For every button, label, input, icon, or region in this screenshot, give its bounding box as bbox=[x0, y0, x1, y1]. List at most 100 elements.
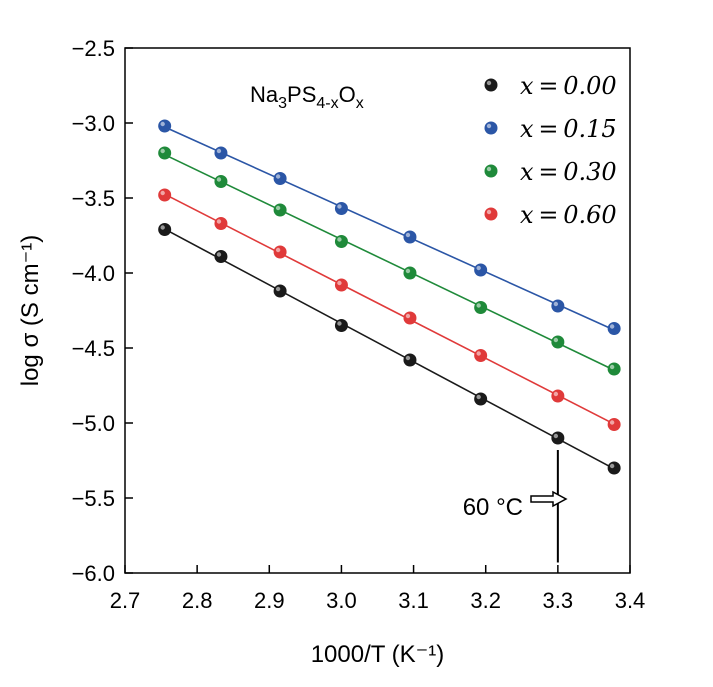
data-point-highlight bbox=[553, 433, 559, 439]
data-point-series-0 bbox=[551, 431, 565, 445]
data-point-highlight bbox=[476, 303, 481, 308]
legend-marker-highlight bbox=[486, 166, 492, 172]
legend-label: x = 0.30 bbox=[520, 158, 617, 186]
data-point-series-0 bbox=[334, 319, 348, 332]
data-point-highlight bbox=[337, 237, 342, 242]
data-point-series-2 bbox=[273, 203, 287, 217]
data-point-highlight bbox=[553, 337, 559, 343]
data-point-series-2 bbox=[551, 335, 565, 349]
y-tick-label: −3.5 bbox=[72, 186, 115, 211]
fit-line-series-3 bbox=[164, 193, 615, 425]
data-point-series-1 bbox=[158, 119, 172, 133]
axes-layer: 2.7 2.8 2.9 3.0 3.1 3.2 3.3 3.4 −2.5 −3.0 −3.5 −4.0… bbox=[72, 36, 646, 613]
data-point-highlight bbox=[405, 268, 411, 274]
y-tick-label: −5.0 bbox=[72, 411, 115, 436]
data-point-highlight bbox=[609, 420, 615, 425]
data-point-series-3 bbox=[214, 217, 228, 230]
y-axis-title: log σ (S cm⁻¹) bbox=[17, 235, 44, 387]
data-point-series-0 bbox=[474, 392, 488, 406]
y-tick-label: −5.5 bbox=[72, 486, 115, 511]
temperature-marker-label: 60 °C bbox=[463, 494, 523, 521]
data-point-series-3 bbox=[273, 245, 287, 259]
formula-subscript: 4-x bbox=[316, 95, 338, 112]
data-point-series-1 bbox=[334, 202, 348, 215]
data-point-highlight bbox=[275, 286, 281, 292]
data-point-series-3 bbox=[551, 389, 565, 403]
data-point-highlight bbox=[405, 232, 411, 238]
y-tick-label: −4.5 bbox=[72, 336, 115, 361]
y-tick-label: −3.0 bbox=[72, 111, 115, 136]
data-points-layer bbox=[158, 119, 621, 475]
formula-subscript: x bbox=[356, 95, 364, 112]
data-point-series-3 bbox=[403, 311, 417, 325]
x-tick-label: 3.1 bbox=[398, 588, 429, 613]
data-point-highlight bbox=[609, 364, 615, 370]
data-point-highlight bbox=[216, 252, 222, 257]
legend-label: x = 0.00 bbox=[520, 72, 617, 100]
x-tick-label: 2.8 bbox=[182, 588, 213, 613]
data-point-highlight bbox=[609, 324, 615, 329]
data-point-highlight bbox=[275, 247, 281, 253]
x-tick-label: 3.4 bbox=[615, 588, 646, 613]
data-point-highlight bbox=[160, 121, 165, 127]
data-point-series-0 bbox=[273, 284, 287, 298]
data-point-highlight bbox=[476, 394, 481, 400]
formula-part: Na bbox=[250, 82, 279, 107]
formula-part: PS bbox=[287, 82, 316, 107]
legend-label: x = 0.15 bbox=[520, 115, 617, 143]
data-point-highlight bbox=[275, 205, 281, 211]
data-point-highlight bbox=[160, 225, 165, 230]
data-point-series-3 bbox=[474, 349, 488, 362]
legend-marker bbox=[484, 78, 498, 92]
data-point-highlight bbox=[405, 355, 411, 361]
data-point-series-1 bbox=[551, 299, 565, 313]
legend-label: x = 0.60 bbox=[520, 201, 617, 229]
data-point-series-3 bbox=[158, 188, 172, 202]
data-point-series-1 bbox=[214, 146, 228, 160]
fit-line-series-2 bbox=[164, 153, 615, 371]
legend-marker bbox=[484, 121, 498, 135]
data-point-series-0 bbox=[158, 223, 172, 236]
data-point-highlight bbox=[160, 148, 165, 154]
right-arrow-icon bbox=[530, 490, 568, 508]
fit-lines-layer bbox=[164, 126, 615, 470]
data-point-series-2 bbox=[334, 235, 348, 248]
y-tick-label: −2.5 bbox=[72, 36, 115, 61]
legend-marker bbox=[484, 207, 498, 221]
legend-marker-highlight bbox=[486, 123, 492, 129]
fit-line-series-0 bbox=[164, 228, 615, 470]
data-point-series-3 bbox=[334, 278, 348, 292]
formula-subscript: 3 bbox=[278, 95, 287, 112]
data-point-series-1 bbox=[273, 172, 287, 185]
x-tick-label: 3.2 bbox=[470, 588, 501, 613]
x-tick-label: 3.0 bbox=[326, 588, 357, 613]
data-point-series-1 bbox=[403, 230, 417, 244]
data-point-series-0 bbox=[403, 353, 417, 367]
data-point-highlight bbox=[337, 280, 342, 286]
data-point-highlight bbox=[553, 301, 559, 307]
data-point-highlight bbox=[275, 174, 281, 179]
data-point-highlight bbox=[337, 321, 342, 326]
compound-formula: Na3PS4-xOx bbox=[250, 82, 364, 112]
data-point-series-1 bbox=[607, 322, 621, 335]
legend: x = 0.00 x = 0.15 x = 0.30 x = 0.60 bbox=[484, 72, 617, 229]
legend-marker bbox=[484, 164, 498, 178]
data-point-highlight bbox=[609, 463, 615, 469]
data-point-highlight bbox=[216, 177, 222, 182]
temperature-marker: 60 °C bbox=[463, 450, 568, 563]
data-point-highlight bbox=[476, 351, 481, 356]
data-point-highlight bbox=[553, 391, 559, 397]
fit-line-series-1 bbox=[164, 126, 615, 331]
x-tick-label: 2.7 bbox=[110, 588, 141, 613]
data-point-series-2 bbox=[403, 266, 417, 280]
y-tick-label: −4.0 bbox=[72, 261, 115, 286]
data-point-series-2 bbox=[158, 146, 172, 160]
data-point-series-2 bbox=[214, 175, 228, 188]
data-point-highlight bbox=[216, 219, 222, 224]
data-point-series-0 bbox=[214, 250, 228, 263]
data-point-series-0 bbox=[607, 461, 621, 475]
plot-frame bbox=[124, 47, 631, 574]
data-point-series-1 bbox=[474, 263, 488, 277]
data-point-highlight bbox=[337, 204, 342, 209]
